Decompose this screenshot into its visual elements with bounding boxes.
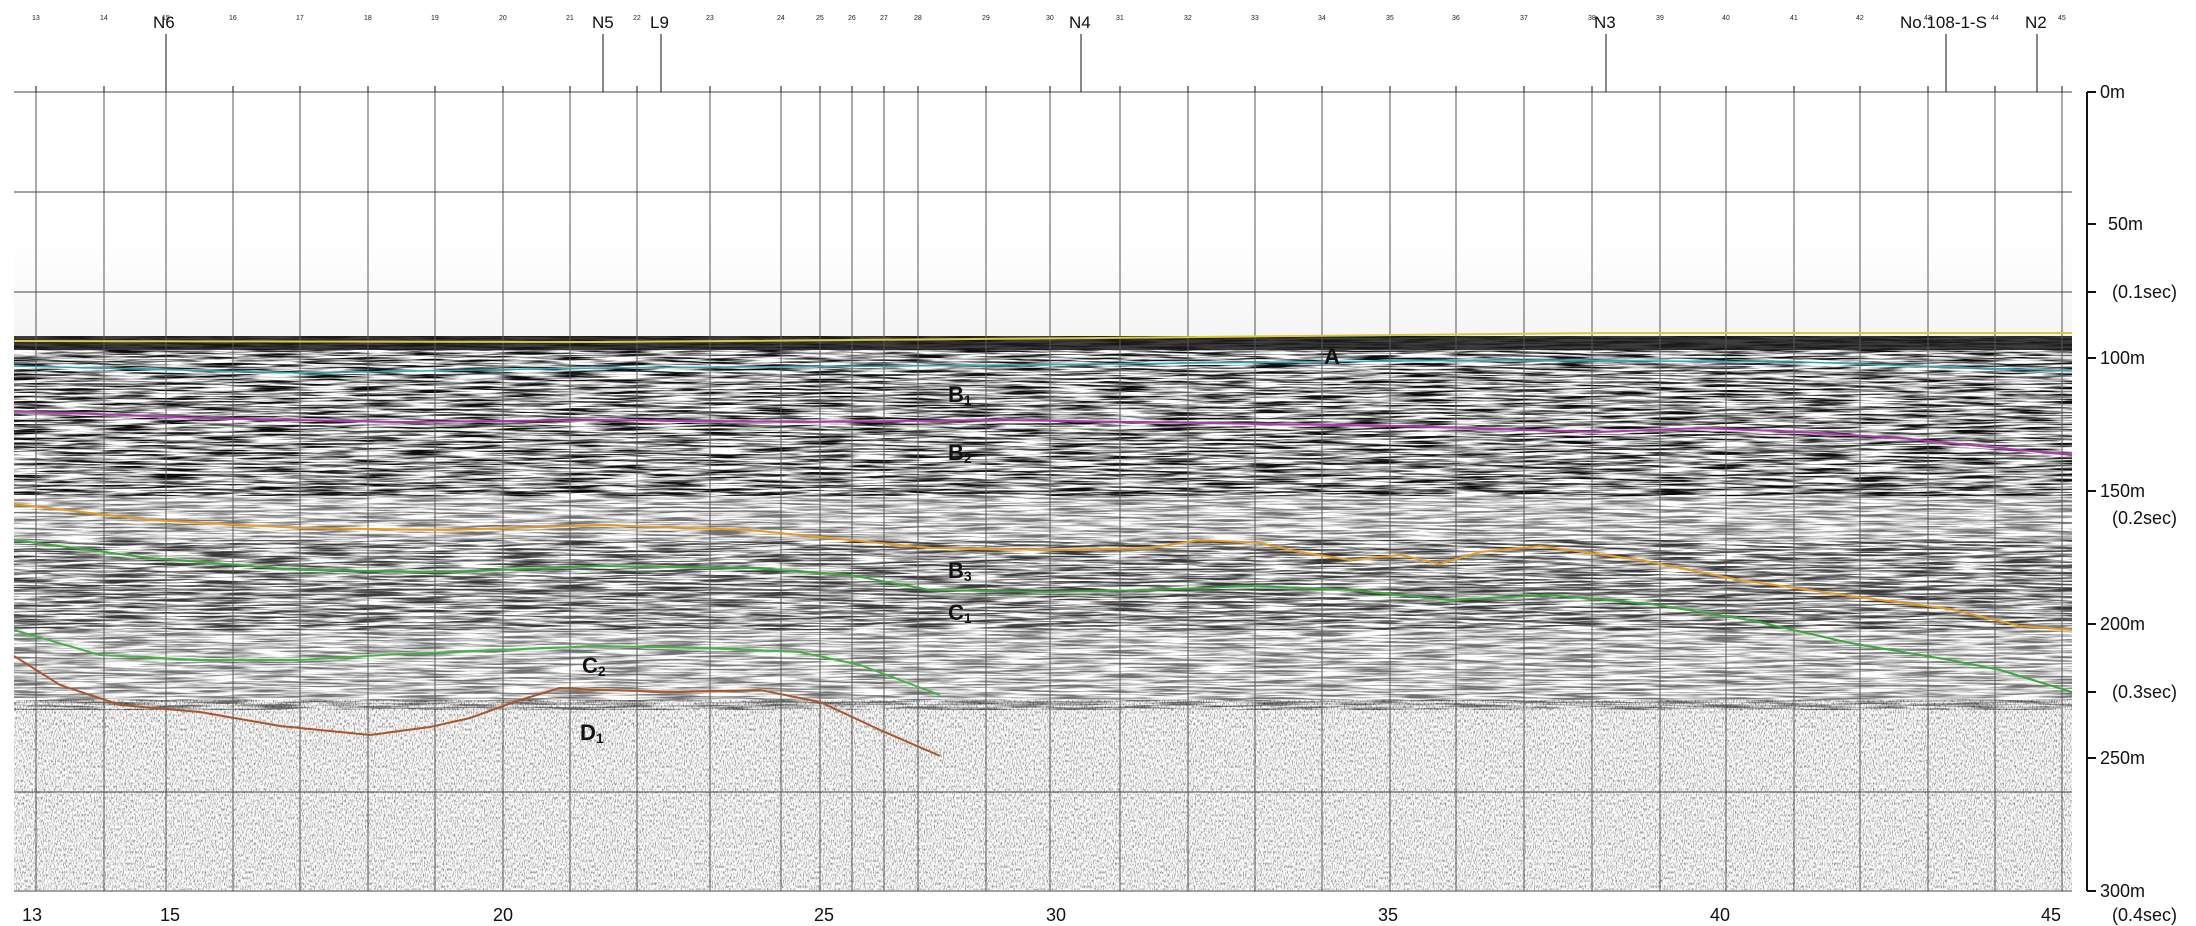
top-tick-label: 15 xyxy=(162,15,170,22)
shot-label-15: 15 xyxy=(160,905,180,925)
depth-label-50: 50m xyxy=(2108,214,2143,234)
vertical-grid xyxy=(35,92,2063,891)
shot-label-20: 20 xyxy=(493,905,513,925)
shot-label-30: 30 xyxy=(1046,905,1066,925)
depth-label-0: 0m xyxy=(2100,82,2125,102)
horizon-label-b2: B2 xyxy=(948,440,972,466)
time-label-0-2: (0.2sec) xyxy=(2112,508,2177,528)
station-n2: N2 xyxy=(2025,13,2047,32)
shot-label-35: 35 xyxy=(1378,905,1398,925)
top-tick-label: 23 xyxy=(706,15,714,22)
horizon-lines xyxy=(13,332,2073,757)
station-n3: N3 xyxy=(1594,13,1616,32)
time-label-0-3: (0.3sec) xyxy=(2112,682,2177,702)
top-tick-label: 37 xyxy=(1520,15,1528,22)
top-tick-label: 13 xyxy=(32,15,40,22)
top-tick-label: 24 xyxy=(777,15,785,22)
depth-label-150: 150m xyxy=(2100,481,2145,501)
top-tick-label: 29 xyxy=(982,15,990,22)
top-tick-label: 43 xyxy=(1924,15,1932,22)
top-tick-label: 41 xyxy=(1790,15,1798,22)
shot-label-25: 25 xyxy=(814,905,834,925)
shot-label-45: 45 xyxy=(2041,905,2061,925)
shot-label-13: 13 xyxy=(22,905,42,925)
top-tick-label: 30 xyxy=(1046,15,1054,22)
horizon-line-b2 xyxy=(13,410,2073,456)
depth-axis xyxy=(2086,91,2096,892)
depth-label-250: 250m xyxy=(2100,748,2145,768)
top-tick-label: 25 xyxy=(816,15,824,22)
top-scale: 13 14 15 16 17 18 19 20 21 22 23 24 25 26 27 28 29 30 31 32… xyxy=(32,15,2066,92)
top-tick-label: 34 xyxy=(1318,15,1326,22)
station-n4: N4 xyxy=(1069,13,1091,32)
time-label-0-4: (0.4sec) xyxy=(2112,905,2177,925)
depth-label-300: 300m xyxy=(2100,881,2145,901)
horizon-label-d1: D1 xyxy=(580,720,604,746)
top-tick-label: 44 xyxy=(1991,15,1999,22)
top-tick-label: 28 xyxy=(914,15,922,22)
top-tick-label: 17 xyxy=(296,15,304,22)
top-tick-label: 31 xyxy=(1116,15,1124,22)
station-n5: N5 xyxy=(592,13,614,32)
top-tick-label: 39 xyxy=(1656,15,1664,22)
reflector-band xyxy=(14,336,2072,890)
top-tick-label: 26 xyxy=(848,15,856,22)
top-tick-label: 16 xyxy=(229,15,237,22)
horizontal-grid xyxy=(14,91,2072,892)
horizon-line-d1 xyxy=(13,655,941,757)
horizon-line-b3 xyxy=(13,503,2073,631)
top-tick-label: 22 xyxy=(633,15,641,22)
horizon-label-c2: C2 xyxy=(582,653,606,679)
top-tick-label: 40 xyxy=(1722,15,1730,22)
horizon-line-c2 xyxy=(13,629,941,696)
top-tick-label: 20 xyxy=(499,15,507,22)
water-column xyxy=(14,200,2072,336)
top-tick-label: 38 xyxy=(1588,15,1596,22)
station-n6: N6 xyxy=(153,13,175,32)
time-label-0-1: (0.1sec) xyxy=(2112,282,2177,302)
top-tick-label: 33 xyxy=(1251,15,1259,22)
top-tick-label: 14 xyxy=(100,15,108,22)
horizon-label-b1: B1 xyxy=(948,382,972,408)
horizon-line-b1 xyxy=(13,359,2073,374)
top-tick-label: 18 xyxy=(364,15,372,22)
top-tick-label: 45 xyxy=(2058,15,2066,22)
station-l9: L9 xyxy=(650,13,669,32)
horizon-label-b3: B3 xyxy=(948,558,972,584)
horizon-label-a: A xyxy=(1324,344,1340,369)
shot-label-40: 40 xyxy=(1710,905,1730,925)
top-tick-label: 35 xyxy=(1386,15,1394,22)
horizon-line-a xyxy=(13,332,2072,344)
top-tick-label: 42 xyxy=(1856,15,1864,22)
top-tick-label: 36 xyxy=(1452,15,1460,22)
depth-label-200: 200m xyxy=(2100,614,2145,634)
top-tick-label: 19 xyxy=(431,15,439,22)
horizon-label-c1: C1 xyxy=(948,600,972,626)
horizon-line-c1 xyxy=(13,539,2073,693)
depth-label-100: 100m xyxy=(2100,348,2145,368)
profile-id: No.108-1-S xyxy=(1900,13,1987,32)
top-tick-label: 32 xyxy=(1184,15,1192,22)
top-tick-label: 21 xyxy=(566,15,574,22)
top-tick-label: 27 xyxy=(880,15,888,22)
